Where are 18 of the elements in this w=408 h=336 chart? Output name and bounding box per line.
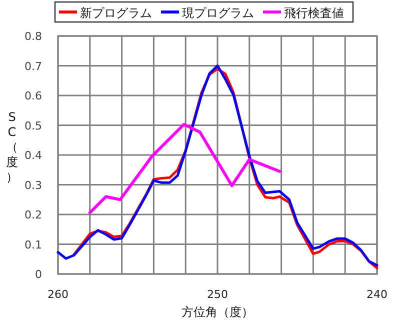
y-axis-title: SC（度）	[6, 110, 18, 184]
y-tick-label: 0.6	[24, 90, 42, 102]
y-tick-label: 0.4	[24, 149, 42, 162]
y-tick-label: 0.5	[24, 119, 42, 132]
x-axis-title: 方位角（度）	[182, 305, 254, 319]
y-tick-label: 0.2	[24, 208, 42, 222]
x-tick-label: 240	[366, 288, 388, 301]
y-tick-label: 0.3	[24, 178, 42, 192]
line-series	[88, 122, 282, 214]
x-tick-label: 250	[207, 288, 228, 301]
y-tick-label: 0	[35, 268, 42, 281]
y-tick-label: 0.8	[24, 30, 42, 43]
y-tick-label: 0.1	[24, 238, 42, 252]
legend-label: 現プログラム	[182, 6, 254, 20]
x-tick-label: 260	[48, 288, 68, 301]
legend-label: 新プログラム	[80, 6, 152, 20]
legend-label: 飛行検査値	[284, 6, 344, 20]
y-tick-label: 0.7	[24, 60, 42, 73]
